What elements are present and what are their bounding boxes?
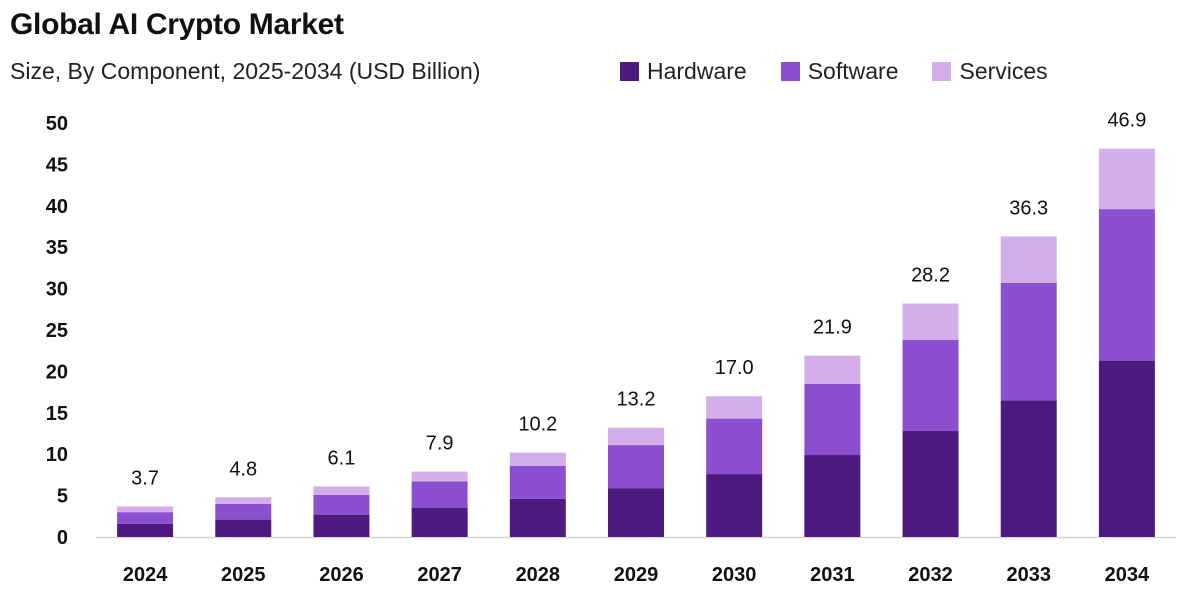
bar-segment-services-2025 — [215, 497, 272, 504]
legend-label-services: Services — [959, 58, 1048, 84]
bar-segment-hardware-2031 — [804, 455, 861, 537]
bar-total-label: 7.9 — [426, 433, 454, 455]
bar-segment-services-2034 — [1098, 148, 1155, 210]
bar-segment-software-2032 — [902, 339, 959, 432]
bar-segment-hardware-2024 — [117, 523, 174, 537]
chart-title: Global AI Crypto Market — [10, 8, 344, 41]
bar-segment-services-2024 — [117, 506, 174, 513]
bar-segment-services-2026 — [313, 486, 370, 495]
x-tick-label: 2032 — [908, 564, 953, 586]
legend-item-software: Software — [780, 58, 899, 85]
bar-segment-software-2025 — [215, 503, 272, 520]
bar-segment-services-2027 — [411, 471, 468, 482]
bar-segment-services-2030 — [706, 396, 763, 419]
bar-segment-software-2029 — [608, 445, 664, 489]
bar-segment-hardware-2025 — [215, 519, 272, 537]
bar-segment-software-2026 — [313, 494, 370, 515]
y-tick-label: 10 — [46, 444, 68, 466]
y-tick-label: 25 — [46, 320, 68, 342]
bar-total-label: 36.3 — [1009, 197, 1048, 219]
x-tick-label: 2026 — [319, 564, 364, 586]
legend-label-software: Software — [807, 58, 899, 84]
bar-segment-software-2030 — [706, 418, 763, 475]
legend-item-services: Services — [932, 58, 1048, 85]
bar-segment-software-2031 — [804, 383, 861, 456]
legend: Hardware Software Services — [620, 58, 1048, 85]
bar-segment-services-2031 — [804, 355, 861, 384]
y-tick-label: 15 — [46, 403, 68, 425]
bar-total-label: 3.7 — [131, 467, 159, 489]
bar-segment-hardware-2033 — [1000, 400, 1057, 537]
y-tick-label: 45 — [46, 154, 68, 176]
bar-segment-hardware-2026 — [313, 514, 370, 537]
bar-segment-hardware-2029 — [608, 488, 664, 537]
bar-segment-software-2034 — [1098, 209, 1155, 361]
bar-segment-software-2024 — [117, 512, 174, 524]
x-tick-label: 2024 — [123, 564, 168, 586]
bar-total-label: 46.9 — [1107, 110, 1146, 132]
y-tick-label: 50 — [46, 113, 68, 135]
bar-segment-hardware-2027 — [411, 508, 468, 537]
bar-total-label: 6.1 — [328, 447, 356, 469]
legend-swatch-software — [780, 62, 800, 81]
legend-item-hardware: Hardware — [620, 58, 747, 85]
bar-segment-hardware-2030 — [706, 474, 763, 537]
bar-segment-services-2033 — [1000, 236, 1057, 283]
y-tick-label: 5 — [57, 486, 68, 508]
y-tick-label: 30 — [46, 279, 68, 301]
bar-segment-hardware-2028 — [509, 498, 566, 537]
x-tick-label: 2033 — [1006, 564, 1051, 586]
bar-total-label: 28.2 — [911, 265, 950, 287]
bar-total-label: 17.0 — [715, 357, 754, 379]
bar-segment-hardware-2034 — [1098, 360, 1155, 537]
chart-subtitle: Size, By Component, 2025-2034 (USD Billi… — [10, 58, 481, 84]
bar-total-label: 21.9 — [813, 317, 852, 339]
x-tick-label: 2031 — [810, 564, 855, 586]
y-tick-label: 35 — [46, 237, 68, 259]
x-tick-label: 2027 — [417, 564, 462, 586]
bar-segment-services-2028 — [509, 452, 566, 466]
y-tick-label: 40 — [46, 196, 68, 218]
bar-total-label: 13.2 — [617, 389, 656, 411]
legend-swatch-services — [932, 62, 952, 81]
bar-segment-hardware-2032 — [902, 431, 959, 537]
y-tick-label: 0 — [57, 527, 68, 549]
x-tick-label: 2025 — [221, 564, 266, 586]
bar-segment-software-2033 — [1000, 282, 1057, 401]
bar-segment-software-2027 — [411, 481, 468, 509]
legend-swatch-hardware — [620, 62, 639, 81]
bar-total-label: 4.8 — [229, 458, 257, 480]
bar-segment-services-2032 — [902, 303, 959, 340]
x-tick-label: 2034 — [1105, 564, 1150, 586]
bar-segment-software-2028 — [509, 465, 566, 499]
x-tick-label: 2029 — [614, 564, 659, 586]
y-tick-label: 20 — [46, 361, 68, 383]
legend-label-hardware: Hardware — [647, 58, 747, 84]
bar-segment-services-2029 — [608, 427, 664, 446]
bar-total-label: 10.2 — [518, 414, 557, 436]
x-tick-label: 2028 — [516, 564, 561, 586]
x-tick-label: 2030 — [712, 564, 757, 586]
